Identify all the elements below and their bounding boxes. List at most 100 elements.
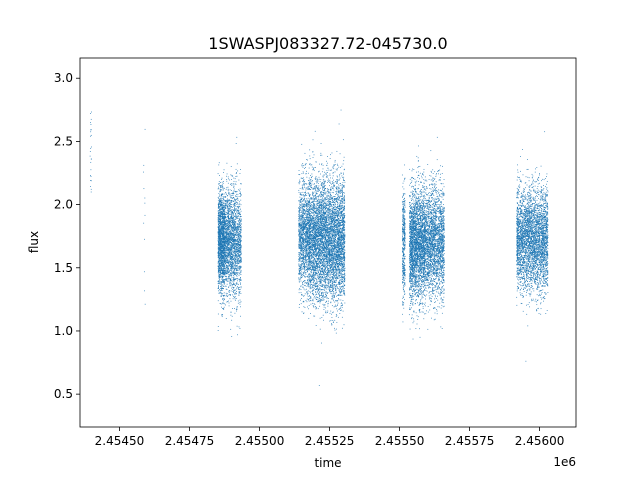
data-point [228,221,229,223]
data-point [218,255,220,257]
data-point [220,252,222,254]
data-point [233,239,235,240]
data-point [223,217,225,219]
data-point [218,287,219,289]
data-point [234,312,236,314]
data-point [223,196,224,198]
data-point [299,273,301,275]
data-point [232,237,233,239]
data-point [143,164,145,166]
data-point [226,295,228,297]
data-point [219,204,221,206]
data-point [229,222,230,224]
data-point [220,266,222,267]
data-point [234,199,236,201]
data-point [234,226,235,228]
data-point [219,248,220,250]
data-point [223,230,225,232]
data-point [222,212,223,213]
data-point [219,175,220,176]
data-point [327,287,329,289]
data-point [230,251,232,253]
data-point [224,206,225,208]
data-point [228,228,230,230]
data-point [303,280,305,281]
data-point [222,230,224,232]
data-point [240,227,242,228]
data-point [234,244,236,246]
data-point [234,190,236,192]
data-point [235,268,237,269]
data-point [238,242,240,244]
data-point [301,229,303,230]
data-point [219,194,221,196]
data-point [240,262,242,264]
data-point [223,222,225,224]
data-point [303,164,305,166]
data-point [232,285,233,287]
data-point [304,276,306,278]
data-point [238,212,240,214]
data-point [229,240,231,242]
data-point [219,276,221,278]
data-point [235,233,237,235]
data-point [222,261,224,263]
data-point [228,271,230,273]
data-point [303,224,305,226]
data-point [222,238,224,240]
data-point [303,244,304,245]
data-point [236,262,238,264]
data-point [235,229,237,230]
data-point [224,248,226,249]
data-point [218,245,220,246]
data-point [229,179,230,181]
data-point [239,230,241,232]
data-point [238,219,240,221]
data-point [220,242,221,243]
data-point [225,279,227,280]
data-point [220,212,222,214]
data-point [304,229,306,231]
data-point [299,236,301,238]
data-point [220,218,221,220]
data-point [221,292,222,294]
data-point [217,271,219,273]
data-point [233,270,235,272]
data-point [300,256,301,257]
data-point [228,227,230,228]
data-point [222,226,224,228]
data-point [222,255,223,256]
data-point [217,262,219,264]
data-point [220,261,222,263]
data-point [306,183,307,185]
data-point [217,262,219,264]
data-point [225,196,226,198]
data-point [228,305,230,307]
data-point [218,250,220,252]
data-point [229,235,230,237]
data-point [304,218,305,220]
data-point [237,249,238,251]
data-point [235,176,237,177]
data-point [233,210,235,212]
data-point [298,207,300,209]
data-point [221,241,223,243]
data-point [222,276,223,278]
data-point [239,227,241,229]
data-point [240,242,241,244]
data-point [302,171,304,173]
data-point [239,190,240,192]
data-point [218,203,220,204]
data-point [233,212,234,214]
data-point [231,264,232,265]
data-point [301,214,303,216]
data-point [304,280,306,282]
data-point [300,270,302,272]
data-point [221,240,222,242]
data-point [90,191,92,193]
data-point [301,263,303,264]
data-point [234,299,236,301]
data-point [240,218,242,220]
data-point [227,246,228,248]
data-point [234,250,236,252]
